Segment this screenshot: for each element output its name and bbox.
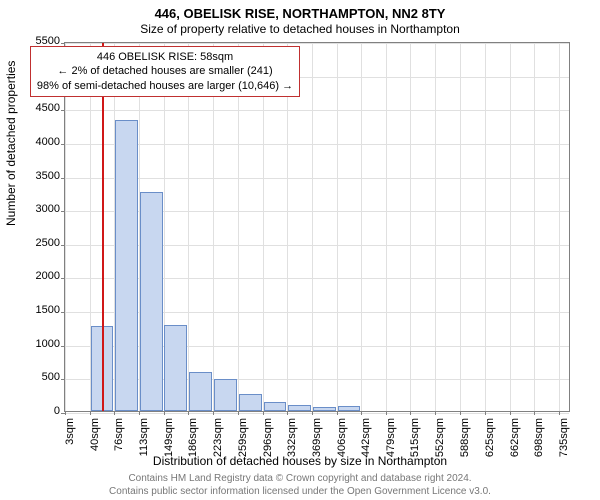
grid-line-v	[410, 43, 411, 411]
xtick-mark	[188, 411, 189, 415]
xtick-mark	[114, 411, 115, 415]
grid-line-v	[510, 43, 511, 411]
ytick-label: 500	[20, 371, 60, 383]
xtick-mark	[510, 411, 511, 415]
histogram-bar	[264, 402, 286, 411]
xtick-mark	[287, 411, 288, 415]
grid-line-v	[213, 43, 214, 411]
xtick-mark	[164, 411, 165, 415]
xtick-mark	[559, 411, 560, 415]
grid-line-h	[65, 43, 569, 44]
xtick-label: 76sqm	[113, 418, 125, 466]
xtick-label: 442sqm	[360, 418, 372, 466]
xtick-label: 223sqm	[212, 418, 224, 466]
xtick-label: 296sqm	[262, 418, 274, 466]
xtick-label: 186sqm	[187, 418, 199, 466]
annotation-line-2: ← 2% of detached houses are smaller (241…	[37, 64, 293, 78]
ytick-label: 2000	[20, 270, 60, 282]
grid-line-v	[559, 43, 560, 411]
histogram-bar	[214, 379, 236, 411]
ytick-label: 1000	[20, 338, 60, 350]
histogram-bar	[115, 120, 138, 411]
xtick-label: 406sqm	[336, 418, 348, 466]
xtick-mark	[238, 411, 239, 415]
histogram-bar	[313, 407, 336, 411]
xtick-label: 369sqm	[311, 418, 323, 466]
xtick-label: 588sqm	[459, 418, 471, 466]
xtick-mark	[485, 411, 486, 415]
xtick-mark	[312, 411, 313, 415]
ytick-label: 4500	[20, 102, 60, 114]
xtick-label: 332sqm	[286, 418, 298, 466]
xtick-label: 625sqm	[484, 418, 496, 466]
xtick-mark	[90, 411, 91, 415]
grid-line-v	[386, 43, 387, 411]
histogram-bar	[239, 394, 262, 411]
annotation-box: 446 OBELISK RISE: 58sqm← 2% of detached …	[30, 46, 300, 97]
xtick-mark	[386, 411, 387, 415]
ytick-label: 0	[20, 405, 60, 417]
grid-line-h	[65, 144, 569, 145]
xtick-mark	[534, 411, 535, 415]
ytick-label: 1500	[20, 304, 60, 316]
xtick-label: 735sqm	[558, 418, 570, 466]
grid-line-v	[460, 43, 461, 411]
annotation-line-3: 98% of semi-detached houses are larger (…	[37, 79, 293, 93]
ytick-label: 2500	[20, 237, 60, 249]
xtick-label: 552sqm	[434, 418, 446, 466]
xtick-mark	[460, 411, 461, 415]
grid-line-v	[435, 43, 436, 411]
y-axis-label: Number of detached properties	[4, 61, 18, 226]
marker-line	[102, 43, 104, 411]
grid-line-v	[485, 43, 486, 411]
xtick-label: 698sqm	[533, 418, 545, 466]
xtick-label: 3sqm	[64, 418, 76, 466]
xtick-mark	[263, 411, 264, 415]
grid-line-v	[188, 43, 189, 411]
xtick-mark	[435, 411, 436, 415]
xtick-mark	[213, 411, 214, 415]
footer-line-2: Contains public sector information licen…	[0, 486, 600, 499]
xtick-label: 113sqm	[138, 418, 150, 466]
grid-line-v	[361, 43, 362, 411]
xtick-label: 662sqm	[509, 418, 521, 466]
histogram-bar	[140, 192, 162, 411]
histogram-bar	[338, 406, 360, 411]
plot-area	[64, 42, 570, 412]
grid-line-v	[238, 43, 239, 411]
grid-line-v	[534, 43, 535, 411]
annotation-line-1: 446 OBELISK RISE: 58sqm	[37, 50, 293, 64]
grid-line-h	[65, 178, 569, 179]
ytick-label: 3500	[20, 170, 60, 182]
chart-subtitle: Size of property relative to detached ho…	[0, 22, 600, 36]
ytick-label: 4000	[20, 136, 60, 148]
grid-line-h	[65, 413, 569, 414]
xtick-label: 40sqm	[89, 418, 101, 466]
grid-line-v	[312, 43, 313, 411]
histogram-bar	[288, 405, 311, 411]
ytick-label: 3000	[20, 203, 60, 215]
xtick-mark	[65, 411, 66, 415]
xtick-mark	[337, 411, 338, 415]
histogram-bar	[164, 325, 187, 411]
histogram-bar	[189, 372, 212, 411]
xtick-mark	[361, 411, 362, 415]
xtick-mark	[410, 411, 411, 415]
footer-line-1: Contains HM Land Registry data © Crown c…	[0, 473, 600, 486]
grid-line-v	[287, 43, 288, 411]
chart-title: 446, OBELISK RISE, NORTHAMPTON, NN2 8TY	[0, 6, 600, 21]
xtick-mark	[139, 411, 140, 415]
xtick-label: 515sqm	[409, 418, 421, 466]
xtick-label: 149sqm	[163, 418, 175, 466]
grid-line-v	[65, 43, 66, 411]
grid-line-v	[337, 43, 338, 411]
xtick-label: 259sqm	[237, 418, 249, 466]
chart-footer: Contains HM Land Registry data © Crown c…	[0, 473, 600, 498]
grid-line-h	[65, 110, 569, 111]
grid-line-v	[263, 43, 264, 411]
xtick-label: 479sqm	[385, 418, 397, 466]
